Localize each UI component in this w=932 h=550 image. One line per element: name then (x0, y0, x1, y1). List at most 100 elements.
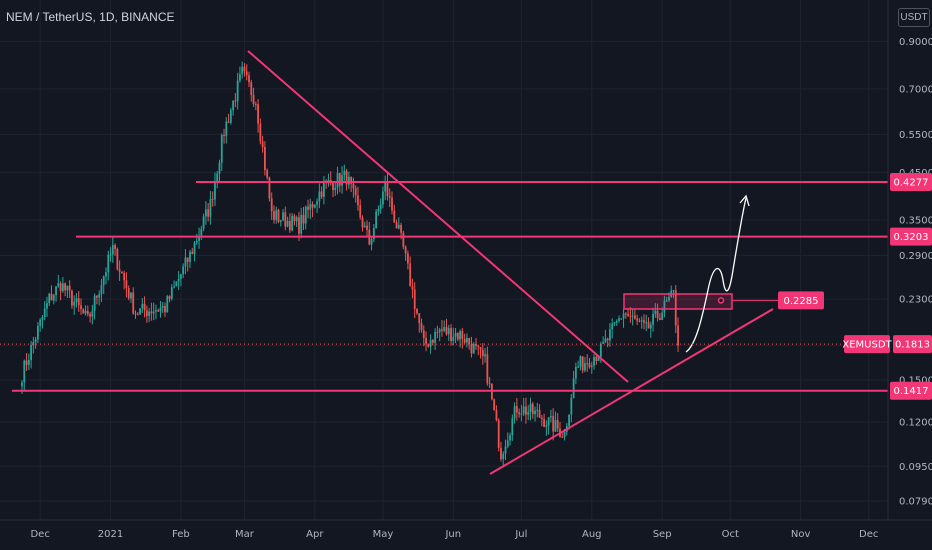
candle-body (388, 196, 391, 198)
candle-body (239, 74, 241, 81)
candle-body (450, 328, 452, 342)
candle-body (184, 257, 187, 267)
candle-body (363, 225, 366, 228)
candle-body (236, 80, 239, 102)
candle-body (386, 181, 389, 197)
candle-body (447, 328, 450, 335)
candle-body (493, 399, 496, 411)
candle-body (80, 305, 82, 310)
candle-body (484, 354, 486, 357)
x-tick-label: May (373, 529, 394, 540)
candle-body (534, 410, 536, 415)
candle-body (509, 435, 511, 441)
candle-body (529, 403, 532, 412)
candle-body (593, 356, 595, 366)
candle-body (284, 212, 287, 227)
candle-body (52, 295, 55, 301)
candle-body (661, 312, 664, 321)
candle-body (620, 318, 623, 320)
x-tick-label: Oct (722, 529, 739, 540)
candle-body (261, 141, 264, 148)
chart-title: NEM / TetherUS, 1D, BINANCE (6, 10, 175, 24)
candle-body (186, 257, 189, 262)
drawings[interactable] (0, 50, 888, 475)
candle-body (407, 253, 409, 264)
candle-body (93, 295, 96, 311)
time-axis[interactable]: Dec 2021 Feb Mar Apr May Jun Jul Aug Sep Oct Nov Dec (30, 529, 878, 540)
candle-body (123, 273, 126, 281)
candle-body (357, 195, 359, 206)
candle-body (109, 254, 112, 256)
candle-body (527, 411, 530, 415)
candle-body (318, 191, 321, 202)
candle-body (400, 224, 402, 233)
candle-body (634, 315, 636, 319)
price-label-04277-bg (890, 172, 932, 191)
candle-body (166, 296, 169, 313)
candle-body (82, 309, 85, 314)
currency-unit-label[interactable]: USDT (898, 8, 930, 27)
candle-body (89, 314, 91, 317)
candle-body (198, 235, 200, 241)
candle-body (30, 345, 32, 361)
candle-body (152, 311, 155, 314)
candle-body (111, 245, 114, 255)
candle-body (638, 320, 641, 322)
candle-body (504, 446, 507, 454)
candle-body (536, 409, 539, 411)
candle-body (461, 331, 464, 339)
x-tick-label: Dec (30, 529, 49, 540)
candle-body (46, 303, 48, 309)
candle-body (552, 416, 555, 432)
x-tick-label: Sep (653, 529, 672, 540)
candle-body (59, 283, 62, 292)
candle-body (223, 134, 225, 136)
candle-body (268, 177, 271, 199)
candle-body (270, 198, 273, 212)
candle-body (611, 323, 614, 330)
candle-body (96, 295, 98, 298)
candle-body (234, 100, 237, 102)
candle-body (25, 360, 28, 365)
candle-body (71, 290, 73, 306)
price-label-04277: 0.4277 (894, 177, 929, 188)
price-label-03203-bg (890, 227, 932, 246)
candle-body (338, 173, 341, 186)
y-tick-label: 0.0950 (899, 462, 932, 473)
candle-body (547, 417, 550, 426)
candle-body (207, 209, 210, 217)
candle-body (354, 188, 357, 196)
candle-body (77, 298, 80, 306)
candle-body (313, 204, 316, 208)
candle-body (211, 198, 214, 200)
candle-body (665, 300, 668, 302)
candle-body (21, 382, 23, 387)
candle-body (304, 206, 307, 224)
candle-body (668, 296, 670, 301)
candle-body (581, 356, 584, 371)
candle-body (649, 324, 652, 329)
candle-body (658, 318, 661, 321)
candle-body (241, 66, 244, 75)
zone-anchor-point (717, 297, 725, 304)
candle-body (170, 287, 173, 299)
candle-body (595, 356, 598, 361)
candle-body (377, 208, 380, 212)
candle-body (606, 338, 609, 341)
candle-body (556, 420, 559, 429)
candle-body (291, 215, 294, 231)
x-tick-label: 2021 (98, 529, 123, 540)
candle-body (334, 187, 337, 190)
candle-body (422, 330, 425, 339)
candle-body (413, 289, 416, 309)
candle-body (68, 285, 71, 291)
candle-body (127, 288, 130, 299)
candle-body (366, 225, 368, 230)
candle-body (586, 363, 589, 365)
candle-body (132, 292, 135, 314)
candle-body (443, 327, 446, 331)
candle-body (350, 176, 353, 184)
candle-body (141, 303, 144, 309)
